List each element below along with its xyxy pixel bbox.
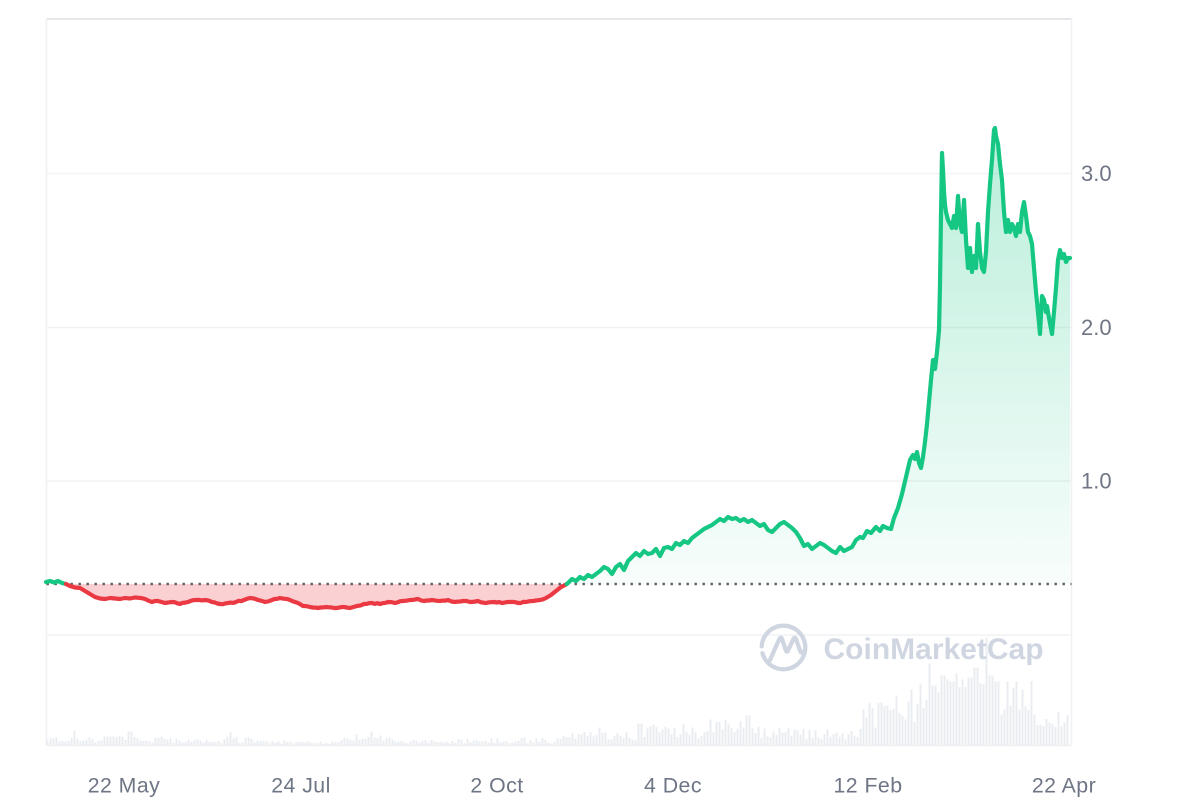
svg-text:CoinMarketCap: CoinMarketCap: [824, 633, 1044, 666]
svg-text:2 Oct: 2 Oct: [470, 774, 523, 798]
svg-text:4 Dec: 4 Dec: [644, 774, 702, 798]
svg-text:22 Apr: 22 Apr: [1032, 774, 1096, 798]
svg-text:24 Jul: 24 Jul: [271, 774, 331, 798]
svg-text:22 May: 22 May: [88, 774, 161, 798]
svg-text:3.0: 3.0: [1081, 161, 1112, 186]
svg-text:1.0: 1.0: [1081, 469, 1112, 494]
svg-text:12 Feb: 12 Feb: [833, 774, 902, 798]
svg-text:2.0: 2.0: [1081, 315, 1112, 340]
